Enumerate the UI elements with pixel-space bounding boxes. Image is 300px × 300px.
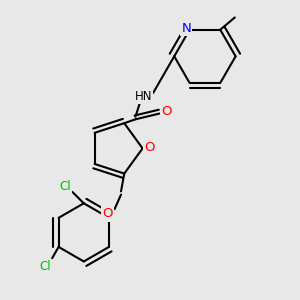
Text: O: O [144, 141, 155, 154]
Text: N: N [182, 22, 191, 34]
Text: Cl: Cl [59, 180, 71, 193]
Text: Cl: Cl [39, 260, 51, 273]
Text: O: O [161, 105, 171, 119]
Text: O: O [102, 208, 113, 220]
Text: HN: HN [135, 90, 152, 103]
